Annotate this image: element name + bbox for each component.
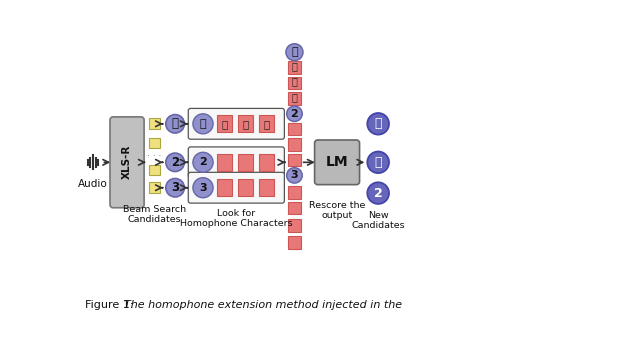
Bar (238, 115, 253, 132)
Text: Audio: Audio (78, 179, 108, 189)
Circle shape (166, 179, 185, 197)
Bar (217, 154, 233, 171)
Text: Look for
Homophone Characters: Look for Homophone Characters (180, 208, 293, 228)
Text: 2: 2 (171, 156, 179, 169)
Text: 3: 3 (291, 170, 298, 180)
Text: 屢: 屢 (374, 156, 382, 169)
Bar (288, 123, 301, 135)
Text: · · ·: · · · (147, 153, 161, 161)
FancyBboxPatch shape (110, 117, 144, 208)
Text: 3: 3 (171, 181, 179, 194)
FancyBboxPatch shape (188, 172, 284, 203)
Circle shape (367, 113, 389, 135)
Bar (258, 179, 274, 196)
Text: The homophone extension method injected in the: The homophone extension method injected … (124, 300, 402, 310)
Text: 2: 2 (291, 109, 298, 119)
Text: 屢: 屢 (264, 119, 270, 129)
Bar (288, 62, 301, 74)
Bar (149, 182, 160, 193)
Bar (288, 154, 301, 166)
Bar (288, 236, 301, 248)
Circle shape (287, 168, 302, 183)
Bar (288, 92, 301, 105)
Text: 2: 2 (199, 157, 207, 167)
Text: 3: 3 (199, 183, 207, 193)
Bar (217, 179, 233, 196)
Bar (288, 77, 301, 89)
Text: New
Candidates: New Candidates (351, 211, 405, 230)
Bar (288, 186, 301, 198)
Circle shape (193, 114, 213, 134)
Circle shape (193, 152, 213, 172)
Circle shape (193, 178, 213, 198)
Bar (258, 115, 274, 132)
Bar (258, 154, 274, 171)
FancyBboxPatch shape (315, 140, 360, 185)
Text: 皇: 皇 (291, 77, 298, 87)
Text: Figure 1:: Figure 1: (85, 300, 133, 310)
Text: 屢: 屢 (291, 92, 298, 102)
Bar (288, 139, 301, 151)
Bar (149, 165, 160, 175)
Bar (149, 118, 160, 129)
Circle shape (367, 151, 389, 173)
Circle shape (166, 115, 185, 133)
Circle shape (287, 106, 302, 121)
Circle shape (286, 44, 303, 61)
Circle shape (166, 153, 185, 171)
FancyBboxPatch shape (188, 108, 284, 139)
Text: Rescore the
output: Rescore the output (309, 201, 365, 220)
Bar (288, 202, 301, 214)
Text: 皇: 皇 (243, 119, 249, 129)
Bar (217, 115, 233, 132)
Bar (238, 154, 253, 171)
Text: 黃: 黃 (291, 47, 298, 57)
Circle shape (367, 182, 389, 204)
Text: 黃: 黃 (374, 117, 382, 130)
Bar (238, 179, 253, 196)
Text: 王: 王 (222, 119, 228, 129)
Text: XLS-R: XLS-R (122, 145, 132, 179)
FancyBboxPatch shape (188, 147, 284, 178)
Bar (288, 219, 301, 232)
Text: 黃: 黃 (172, 117, 179, 130)
Text: 王: 王 (291, 61, 298, 71)
Text: 黃: 黃 (200, 119, 206, 129)
Text: Beam Search
Candidates: Beam Search Candidates (123, 205, 186, 224)
Text: 2: 2 (374, 187, 382, 200)
Bar (149, 138, 160, 149)
Text: LM: LM (325, 155, 348, 169)
